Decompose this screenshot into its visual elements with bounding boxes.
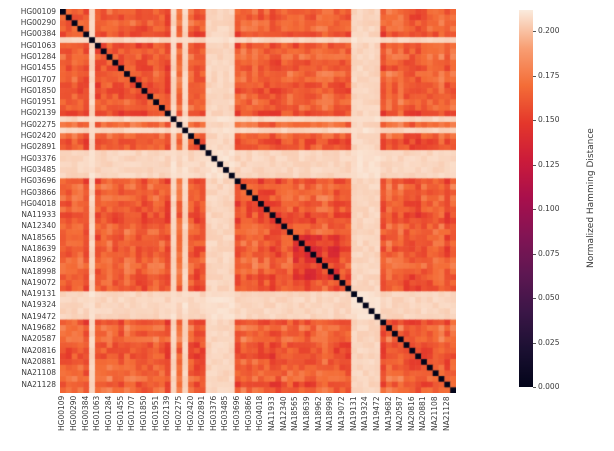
x-tick-label: NA12340 xyxy=(278,396,288,431)
x-tick-label: HG02275 xyxy=(173,396,183,432)
colorbar-tick-mark xyxy=(533,342,536,344)
x-tick-label: HG02139 xyxy=(162,396,172,432)
x-tick-label: NA20587 xyxy=(395,396,405,431)
y-tick-label: HG03866 xyxy=(20,187,56,197)
x-tick-label: NA11933 xyxy=(267,396,277,431)
x-tick-label: NA21128 xyxy=(441,396,451,431)
x-tick-label: HG04018 xyxy=(255,396,265,432)
x-tick-label: NA19682 xyxy=(383,396,393,431)
colorbar-tick-label: 0.025 xyxy=(538,337,560,347)
heatmap-canvas xyxy=(60,9,456,393)
y-tick-label: HG00109 xyxy=(20,6,56,16)
y-tick-label: HG00290 xyxy=(20,18,56,28)
y-tick-label: HG01063 xyxy=(20,40,56,50)
y-tick-label: NA20587 xyxy=(21,334,56,344)
y-tick-label: HG04018 xyxy=(20,198,56,208)
y-tick-label: NA18639 xyxy=(21,244,56,253)
y-tick-label: HG03376 xyxy=(20,153,56,163)
y-tick-label: NA11933 xyxy=(21,210,56,220)
x-tick-label: NA20881 xyxy=(418,396,428,431)
x-tick-label: HG03376 xyxy=(208,396,218,432)
x-tick-label: NA21108 xyxy=(430,396,440,431)
x-tick-label: NA18962 xyxy=(313,396,323,431)
colorbar-tick-label: 0.125 xyxy=(538,159,560,169)
x-tick-label: HG00109 xyxy=(57,396,67,432)
x-tick-label: HG00290 xyxy=(69,396,79,432)
y-tick-label: HG01707 xyxy=(20,74,56,84)
x-tick-label: NA19131 xyxy=(348,396,358,431)
colorbar-tick-mark xyxy=(533,298,536,300)
colorbar-tick-mark xyxy=(533,253,536,255)
x-tick-label: HG02891 xyxy=(197,396,207,432)
colorbar-tick-label: 0.175 xyxy=(538,70,560,80)
colorbar-tick-mark xyxy=(533,31,536,33)
colorbar-tick-mark xyxy=(533,164,536,166)
y-tick-label: HG01455 xyxy=(20,63,56,73)
x-tick-label: HG01707 xyxy=(127,396,137,432)
colorbar-tick-mark xyxy=(533,387,536,388)
y-tick-label: HG01284 xyxy=(20,52,56,61)
colorbar xyxy=(519,10,533,387)
x-tick-label: HG03696 xyxy=(232,396,242,432)
y-tick-label: NA19131 xyxy=(21,289,56,299)
y-tick-label: NA19472 xyxy=(21,311,56,321)
y-tick-label: NA21128 xyxy=(21,379,56,389)
x-tick-label: HG01063 xyxy=(92,396,102,432)
colorbar-tick-mark xyxy=(533,209,536,211)
colorbar-tick-label: 0.050 xyxy=(538,293,560,303)
x-tick-label: HG03485 xyxy=(220,396,230,432)
y-tick-label: NA18998 xyxy=(21,266,56,276)
colorbar-tick-label: 0.150 xyxy=(538,115,560,125)
x-tick-label: NA19324 xyxy=(360,396,370,431)
y-tick-label: HG02891 xyxy=(20,142,56,152)
y-tick-label: HG03485 xyxy=(20,164,56,174)
y-tick-label: HG02275 xyxy=(20,119,56,129)
x-tick-label: HG01455 xyxy=(115,396,125,432)
y-tick-label: NA18565 xyxy=(21,232,56,242)
colorbar-tick-label: 0.000 xyxy=(538,382,560,391)
y-tick-label: NA20881 xyxy=(21,356,56,366)
x-tick-label: HG00384 xyxy=(80,396,90,432)
y-tick-label: NA12340 xyxy=(21,221,56,231)
x-tick-label: HG01850 xyxy=(138,396,148,432)
y-tick-label: HG02139 xyxy=(20,108,56,118)
y-tick-label: NA21108 xyxy=(21,368,56,378)
x-tick-label: NA20816 xyxy=(406,396,416,431)
y-tick-label: NA18962 xyxy=(21,255,56,265)
x-tick-label: NA18565 xyxy=(290,396,300,431)
y-tick-label: NA20816 xyxy=(21,345,56,355)
y-tick-label: NA19072 xyxy=(21,277,56,287)
x-tick-label: NA18998 xyxy=(325,396,335,431)
y-tick-label: NA19682 xyxy=(21,323,56,333)
y-tick-label: NA19324 xyxy=(21,300,56,310)
x-tick-label: NA18639 xyxy=(302,396,311,431)
y-tick-label: HG00384 xyxy=(20,29,56,39)
colorbar-tick-label: 0.200 xyxy=(538,26,560,36)
x-tick-label: NA19472 xyxy=(371,396,381,431)
y-tick-label: HG02420 xyxy=(20,131,56,141)
x-tick-label: NA19072 xyxy=(336,396,346,431)
x-tick-label: HG01284 xyxy=(104,396,113,432)
x-tick-label: HG01951 xyxy=(150,396,160,432)
colorbar-tick-mark xyxy=(533,120,536,122)
colorbar-tick-label: 0.075 xyxy=(538,248,560,258)
y-tick-label: HG03696 xyxy=(20,176,56,186)
x-tick-label: HG02420 xyxy=(185,396,195,432)
colorbar-label: Normalized Hamming Distance xyxy=(586,128,596,269)
colorbar-tick-label: 0.100 xyxy=(538,204,560,214)
y-tick-label: HG01850 xyxy=(20,85,56,95)
x-tick-label: HG03866 xyxy=(243,396,253,432)
y-tick-label: HG01951 xyxy=(20,97,56,107)
colorbar-tick-mark xyxy=(533,75,536,77)
